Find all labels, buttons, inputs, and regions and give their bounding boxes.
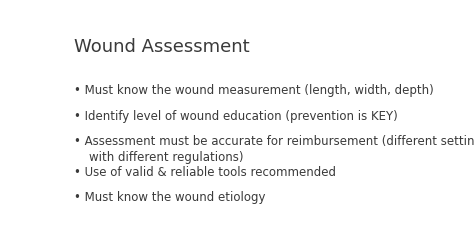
Text: • Must know the wound etiology: • Must know the wound etiology	[74, 191, 265, 204]
Text: • Assessment must be accurate for reimbursement (different settings
    with dif: • Assessment must be accurate for reimbu…	[74, 135, 474, 164]
Text: • Identify level of wound education (prevention is KEY): • Identify level of wound education (pre…	[74, 110, 398, 123]
Text: • Must know the wound measurement (length, width, depth): • Must know the wound measurement (lengt…	[74, 84, 434, 97]
Text: Wound Assessment: Wound Assessment	[74, 38, 250, 56]
Text: • Use of valid & reliable tools recommended: • Use of valid & reliable tools recommen…	[74, 166, 336, 179]
